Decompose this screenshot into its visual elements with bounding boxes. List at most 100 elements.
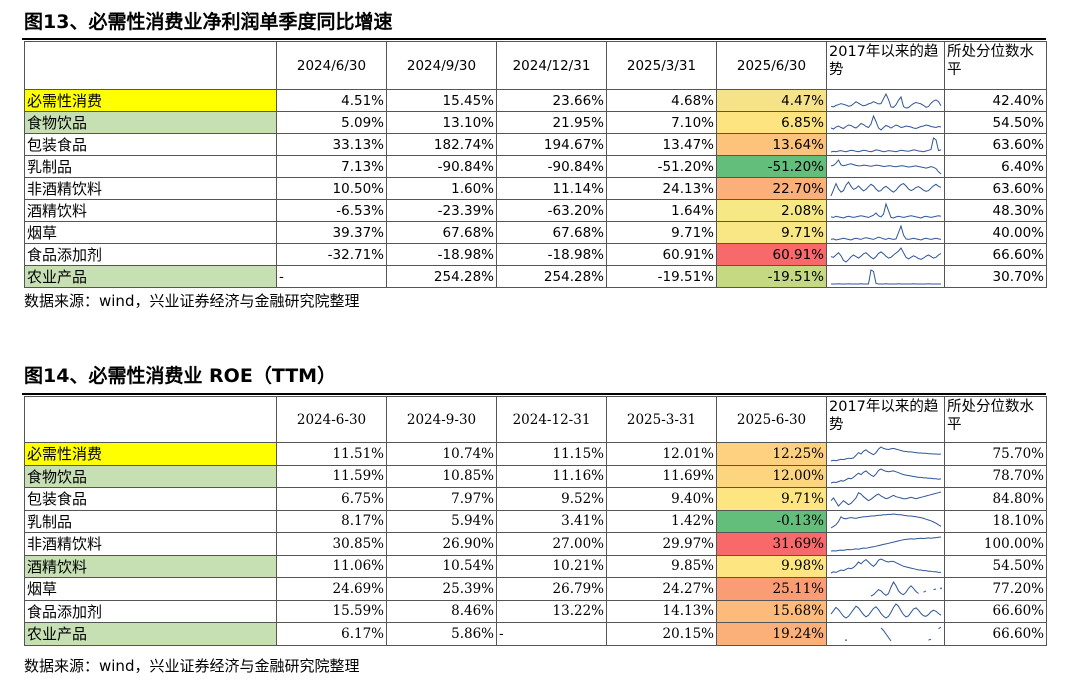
sparkline-line [830,92,942,109]
value-cell: -23.39% [386,199,497,222]
value-cell: 9.52% [496,487,607,511]
sparkline-line [870,580,919,597]
value-cell: 254.28% [386,265,497,288]
latest-value-cell: 2.08% [716,199,827,222]
industry-name: 酒精饮料 [24,554,277,578]
trend-sparkline [826,509,945,533]
value-cell: -18.98% [496,243,607,266]
value-cell: 67.68% [386,221,497,244]
value-cell: -63.20% [496,199,607,222]
value-cell: 11.51% [276,442,387,466]
latest-value-cell: 9.98% [716,554,827,578]
sparkline-line [938,626,942,629]
latest-value-cell: 4.47% [716,89,827,112]
value-cell: 7.97% [386,487,497,511]
percentile-cell: 54.50% [944,554,1047,578]
sparkline-line [830,603,942,619]
value-cell: 24.27% [606,577,717,601]
value-cell: 7.10% [606,111,717,134]
latest-value-cell: -51.20% [716,155,827,178]
industry-name: 食品添加剂 [24,599,277,623]
table-row: 非酒精饮料 30.85% 26.90% 27.00% 29.97% 31.69% 100.0… [24,532,1047,556]
value-cell: 1.42% [606,509,717,533]
date-header: 2025-3-31 [606,396,717,443]
latest-value-cell: 9.71% [716,487,827,511]
sparkline-line [831,268,941,284]
trend-sparkline [826,554,945,578]
table-row: 包装食品 6.75% 7.97% 9.52% 9.40% 9.71% 84.80% [24,487,1047,511]
trend-sparkline [826,532,945,556]
trend-sparkline [826,221,945,244]
percentile-cell: 30.70% [944,265,1047,288]
latest-value-cell: 9.71% [716,221,827,244]
value-cell: 13.22% [496,599,607,623]
value-cell: 5.86% [386,622,497,646]
value-cell: 67.68% [496,221,607,244]
value-cell: -90.84% [386,155,497,178]
value-cell: 10.54% [386,554,497,578]
value-cell: 1.60% [386,177,497,200]
industry-name: 烟草 [24,577,277,601]
percentile-cell: 66.60% [944,599,1047,623]
value-cell: 10.21% [496,554,607,578]
trend-sparkline [826,177,945,200]
trend-sparkline [826,487,945,511]
value-cell: 6.75% [276,487,387,511]
trend-sparkline [826,155,945,178]
percentile-cell: 40.00% [944,221,1047,244]
sparkline-line [830,136,942,152]
header-row: 2024/6/30 2024/9/30 2024/12/31 2025/3/31 202… [24,41,1047,90]
percentile-cell: 66.60% [944,243,1047,266]
industry-name: 食物饮品 [24,464,277,488]
value-cell: 26.79% [496,577,607,601]
value-cell: 5.09% [276,111,387,134]
latest-value-cell: 13.64% [716,133,827,156]
percentile-cell: 63.60% [944,133,1047,156]
value-cell: 23.66% [496,89,607,112]
industry-name: 包装食品 [24,487,277,511]
percentile-header: 所处分位数水平 [944,41,1047,90]
latest-value-cell: 19.24% [716,622,827,646]
table-row: 食品添加剂 15.59% 8.46% 13.22% 14.13% 15.68% 66.60% [24,599,1047,623]
value-cell: 11.14% [496,177,607,200]
trend-sparkline [826,622,945,646]
value-cell: 3.41% [496,509,607,533]
value-cell: 20.15% [606,622,717,646]
percentile-cell: 100.00% [944,532,1047,556]
latest-value-cell: 15.68% [716,599,827,623]
sparkline-line [933,588,937,590]
date-header: 2025-6-30 [716,396,827,443]
sparkline-line [830,468,942,484]
value-cell: 254.28% [496,265,607,288]
value-cell: 21.95% [496,111,607,134]
value-cell: 15.45% [386,89,497,112]
trend-sparkline [826,577,945,601]
value-cell: - [276,265,387,288]
table-row: 必需性消费 4.51% 15.45% 23.66% 4.68% 4.47% 42.40% [24,89,1047,112]
percentile-cell: 66.60% [944,622,1047,646]
table-row: 酒精饮料 -6.53% -23.39% -63.20% 1.64% 2.08% 48.30% [24,199,1047,222]
value-cell: 9.71% [606,221,717,244]
value-cell: 4.68% [606,89,717,112]
latest-value-cell: 6.85% [716,111,827,134]
value-cell: 25.39% [386,577,497,601]
industry-name: 非酒精饮料 [24,177,277,200]
value-cell: 10.74% [386,442,497,466]
sparkline-line [830,246,942,263]
value-cell: -51.20% [606,155,717,178]
sparkline-line [830,223,942,241]
figure13-source: 数据来源：wind，兴业证券经济与金融研究院整理 [24,292,360,310]
sparkline-line [923,590,927,593]
value-cell: 30.85% [276,532,387,556]
industry-name: 包装食品 [24,133,277,156]
date-header: 2024-6-30 [276,396,387,443]
percentile-cell: 84.80% [944,487,1047,511]
header-corner [24,396,277,443]
date-header: 2024/9/30 [386,41,497,90]
industry-name: 必需性消费 [24,442,277,466]
value-cell: 24.69% [276,577,387,601]
value-cell: 182.74% [386,133,497,156]
value-cell: 26.90% [386,532,497,556]
sparkline-line [830,114,942,131]
industry-name: 非酒精饮料 [24,532,277,556]
